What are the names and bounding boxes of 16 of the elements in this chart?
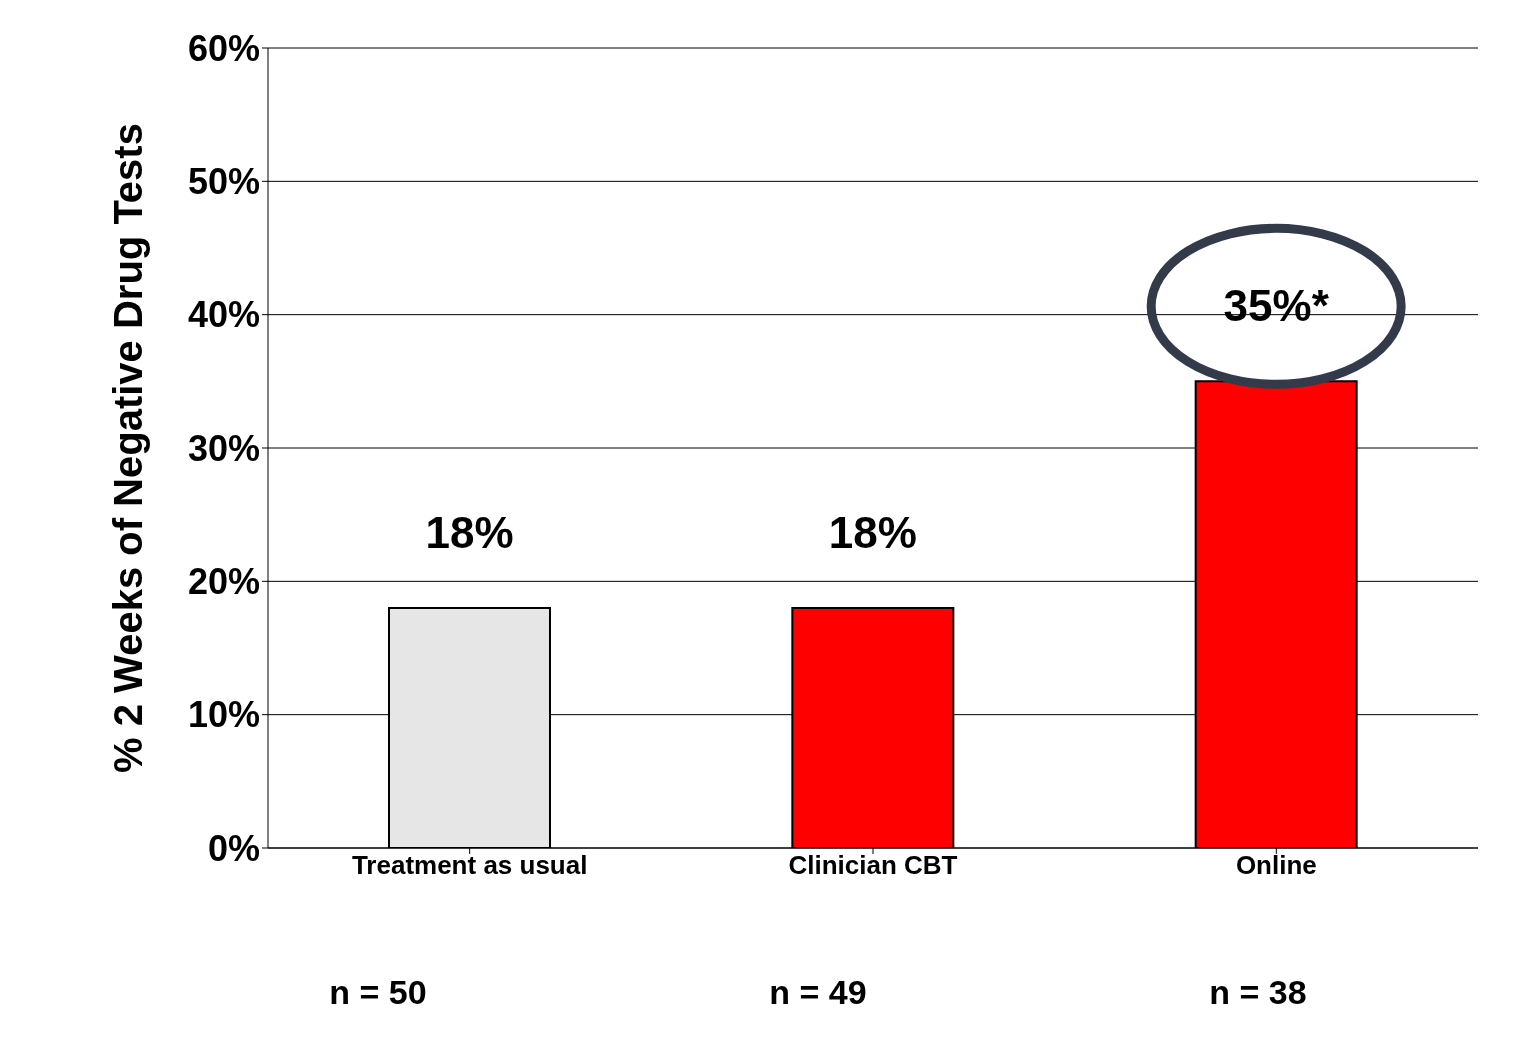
- data-label: 18%: [425, 508, 514, 557]
- text: n = 50: [328, 973, 428, 1012]
- y-tick-label: 60%: [187, 27, 260, 69]
- y-tick-label: 40%: [187, 294, 260, 336]
- data-label: 18%: [828, 508, 917, 557]
- text: n = 49: [768, 973, 868, 1012]
- text: n = 38: [1208, 973, 1308, 1012]
- y-tick-label: 0%: [207, 827, 260, 869]
- y-tick-label: 50%: [187, 161, 260, 203]
- y-axis-title: % 2 Weeks of Negative Drug Tests: [106, 123, 151, 773]
- y-tick-label: 30%: [187, 427, 260, 469]
- x-tick-label: Online: [1235, 850, 1317, 881]
- x-tick-label: Treatment as usual: [351, 850, 588, 881]
- x-tick-label: Clinician CBT: [788, 850, 958, 881]
- y-tick-label: 20%: [187, 561, 260, 603]
- y-tick-label: 10%: [187, 694, 260, 736]
